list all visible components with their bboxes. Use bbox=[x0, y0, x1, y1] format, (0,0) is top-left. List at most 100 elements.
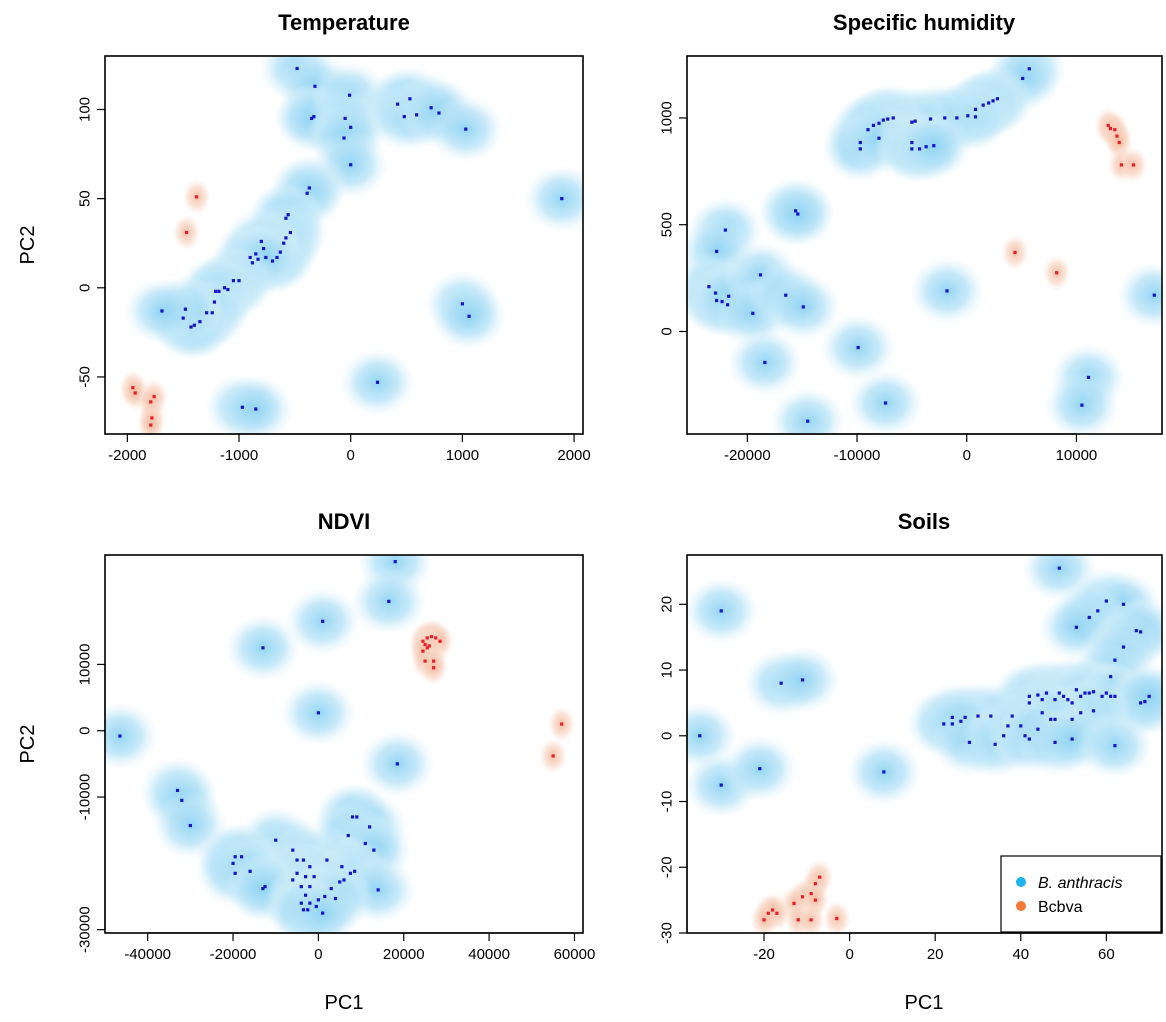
point-b-anthracis bbox=[1100, 694, 1104, 698]
x-tick-label: 2000 bbox=[557, 447, 590, 464]
point-bcbva bbox=[800, 895, 805, 899]
density-halo-b-anthracis bbox=[687, 576, 760, 645]
title-ndvi: NDVI bbox=[318, 509, 371, 534]
point-b-anthracis bbox=[312, 875, 316, 879]
point-b-anthracis bbox=[231, 279, 236, 283]
point-bcbva bbox=[1131, 163, 1136, 167]
point-b-anthracis bbox=[349, 163, 353, 167]
point-b-anthracis bbox=[910, 140, 914, 145]
point-b-anthracis bbox=[395, 762, 399, 766]
legend-marker-bcbva bbox=[1016, 901, 1026, 911]
point-bcbva bbox=[133, 391, 137, 395]
title-soils: Soils bbox=[898, 509, 951, 534]
point-b-anthracis bbox=[1147, 694, 1151, 698]
point-b-anthracis bbox=[1083, 691, 1087, 695]
point-b-anthracis bbox=[205, 311, 209, 315]
panel-soils: Soils -20 0 20 40 60 -30 -20 -10 0 10 20 PC1 B. a… bbox=[659, 509, 1163, 1014]
point-b-anthracis bbox=[1002, 734, 1006, 738]
point-b-anthracis bbox=[323, 894, 327, 899]
point-b-anthracis bbox=[1087, 615, 1091, 620]
point-bcbva bbox=[425, 646, 429, 650]
point-layer bbox=[698, 566, 1151, 922]
point-b-anthracis bbox=[278, 250, 282, 254]
point-b-anthracis bbox=[758, 273, 763, 277]
point-b-anthracis bbox=[316, 711, 320, 715]
point-b-anthracis bbox=[1086, 375, 1091, 380]
point-b-anthracis bbox=[248, 255, 252, 260]
point-b-anthracis bbox=[1074, 625, 1079, 629]
point-b-anthracis bbox=[713, 291, 718, 295]
point-b-anthracis bbox=[1036, 727, 1040, 731]
point-b-anthracis bbox=[995, 97, 1000, 101]
point-bcbva bbox=[818, 875, 822, 879]
point-layer bbox=[118, 560, 564, 915]
point-b-anthracis bbox=[1139, 630, 1143, 634]
point-bcbva bbox=[149, 400, 153, 404]
point-b-anthracis bbox=[376, 888, 380, 892]
point-b-anthracis bbox=[1080, 403, 1084, 407]
x-tick-label: -10000 bbox=[834, 447, 881, 464]
point-b-anthracis bbox=[1104, 691, 1108, 695]
point-b-anthracis bbox=[1109, 694, 1113, 698]
point-b-anthracis bbox=[402, 115, 406, 119]
x-axis: -40000 -20000 0 20000 40000 60000 bbox=[124, 932, 595, 963]
point-b-anthracis bbox=[758, 767, 762, 771]
point-b-anthracis bbox=[282, 241, 286, 245]
point-bcbva bbox=[150, 416, 154, 420]
point-b-anthracis bbox=[1070, 701, 1074, 705]
point-b-anthracis bbox=[1027, 694, 1031, 698]
y-tick-label: -10000 bbox=[77, 774, 94, 821]
point-b-anthracis bbox=[719, 609, 723, 613]
x-tick-label: 40 bbox=[1012, 946, 1029, 963]
point-b-anthracis bbox=[460, 302, 464, 306]
point-b-anthracis bbox=[1074, 688, 1079, 692]
legend-label-bcbva: Bcbva bbox=[1038, 899, 1083, 916]
point-bcbva bbox=[131, 386, 135, 390]
x-tick-label: -20 bbox=[753, 946, 775, 963]
point-b-anthracis bbox=[250, 261, 255, 265]
point-b-anthracis bbox=[882, 770, 886, 774]
point-b-anthracis bbox=[1027, 737, 1031, 741]
point-b-anthracis bbox=[1066, 698, 1070, 702]
y-tick-label: 0 bbox=[77, 727, 94, 735]
point-b-anthracis bbox=[301, 858, 306, 862]
y-axis-label: PC2 bbox=[17, 226, 39, 265]
point-b-anthracis bbox=[560, 197, 564, 201]
panel-temperature: Temperature -2000 -1000 0 1000 2000 -50 0 50 10… bbox=[17, 10, 591, 464]
point-b-anthracis bbox=[987, 101, 991, 105]
point-b-anthracis bbox=[375, 380, 380, 384]
density-halo-bcbva bbox=[136, 407, 165, 434]
point-b-anthracis bbox=[301, 908, 306, 912]
point-b-anthracis bbox=[881, 118, 885, 122]
x-tick-label: -20000 bbox=[210, 946, 257, 963]
point-b-anthracis bbox=[210, 311, 214, 315]
point-b-anthracis bbox=[1121, 602, 1126, 606]
point-b-anthracis bbox=[340, 865, 344, 869]
point-bcbva bbox=[766, 911, 770, 915]
point-b-anthracis bbox=[1021, 76, 1025, 81]
point-bcbva bbox=[809, 918, 813, 922]
point-b-anthracis bbox=[1027, 701, 1031, 705]
point-b-anthracis bbox=[312, 115, 316, 119]
point-b-anthracis bbox=[118, 734, 122, 738]
x-tick-label: 0 bbox=[845, 946, 853, 963]
point-b-anthracis bbox=[307, 186, 311, 190]
point-b-anthracis bbox=[963, 715, 967, 719]
point-b-anthracis bbox=[181, 316, 185, 320]
point-b-anthracis bbox=[877, 121, 881, 125]
point-b-anthracis bbox=[286, 213, 290, 217]
point-b-anthracis bbox=[1044, 691, 1049, 695]
point-b-anthracis bbox=[1023, 734, 1027, 738]
y-tick-label: -50 bbox=[77, 366, 94, 388]
y-tick-label: 50 bbox=[77, 190, 94, 207]
point-bcbva bbox=[421, 639, 425, 643]
point-b-anthracis bbox=[779, 681, 783, 685]
point-b-anthracis bbox=[1121, 645, 1126, 649]
point-b-anthracis bbox=[751, 311, 755, 315]
density-halo-b-anthracis bbox=[1116, 261, 1162, 330]
point-bcbva bbox=[560, 722, 564, 726]
point-b-anthracis bbox=[239, 855, 244, 859]
point-b-anthracis bbox=[180, 798, 184, 802]
x-tick-label: 20 bbox=[927, 946, 944, 963]
point-bcbva bbox=[438, 639, 442, 643]
